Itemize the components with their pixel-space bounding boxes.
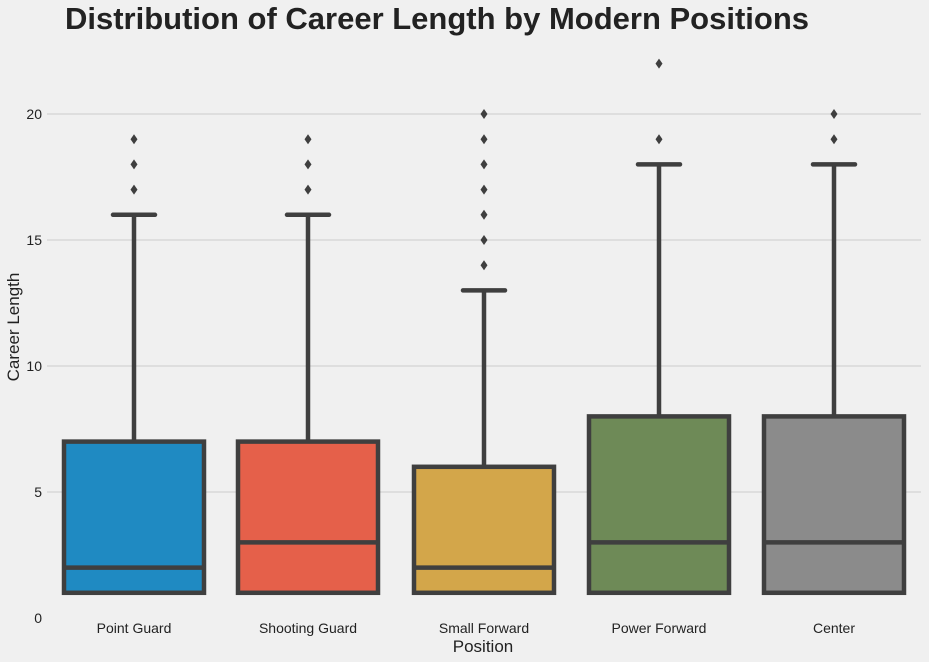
x-tick-labels: Point Guard Shooting Guard Small Forward Po… xyxy=(97,620,856,636)
chart-title: Distribution of Career Length by Modern … xyxy=(65,1,809,36)
y-axis-label: Career Length xyxy=(4,273,23,382)
box-2 xyxy=(411,109,557,596)
outlier-point xyxy=(655,58,663,69)
box-body xyxy=(61,439,207,596)
y-tick-label: 15 xyxy=(26,232,42,248)
x-axis-label: Position xyxy=(453,637,513,656)
outlier-point xyxy=(655,134,663,145)
outlier-point xyxy=(480,134,488,145)
outlier-point xyxy=(130,134,138,145)
x-tick-label: Small Forward xyxy=(439,620,529,636)
y-tick-labels: 0 5 10 15 20 xyxy=(26,106,42,626)
x-tick-label: Power Forward xyxy=(612,620,707,636)
x-tick-label: Point Guard xyxy=(97,620,172,636)
outlier-point xyxy=(304,159,312,170)
boxes xyxy=(61,58,907,596)
y-tick-label: 0 xyxy=(34,610,42,626)
y-tick-label: 10 xyxy=(26,358,42,374)
box-1 xyxy=(235,134,381,596)
outlier-point xyxy=(480,159,488,170)
outlier-point xyxy=(830,109,838,119)
outlier-point xyxy=(304,184,312,195)
x-tick-label: Shooting Guard xyxy=(259,620,357,636)
y-tick-label: 20 xyxy=(26,106,42,122)
outlier-point xyxy=(480,209,488,220)
outlier-point xyxy=(480,260,488,271)
outlier-point xyxy=(130,159,138,170)
outlier-point xyxy=(130,184,138,195)
outlier-point xyxy=(304,134,312,145)
y-tick-label: 5 xyxy=(34,484,42,500)
box-4 xyxy=(761,109,907,596)
box-body xyxy=(235,439,381,596)
box-body xyxy=(761,414,907,596)
box-0 xyxy=(61,134,207,596)
box-body xyxy=(411,464,557,596)
box-3 xyxy=(586,58,732,596)
outlier-point xyxy=(480,184,488,195)
outlier-point xyxy=(830,134,838,145)
x-tick-label: Center xyxy=(813,620,855,636)
outlier-point xyxy=(480,109,488,119)
box-body xyxy=(586,414,732,596)
outlier-point xyxy=(480,235,488,245)
